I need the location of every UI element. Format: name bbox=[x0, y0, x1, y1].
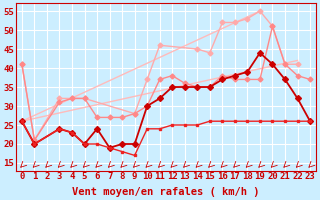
X-axis label: Vent moyen/en rafales ( km/h ): Vent moyen/en rafales ( km/h ) bbox=[72, 187, 260, 197]
